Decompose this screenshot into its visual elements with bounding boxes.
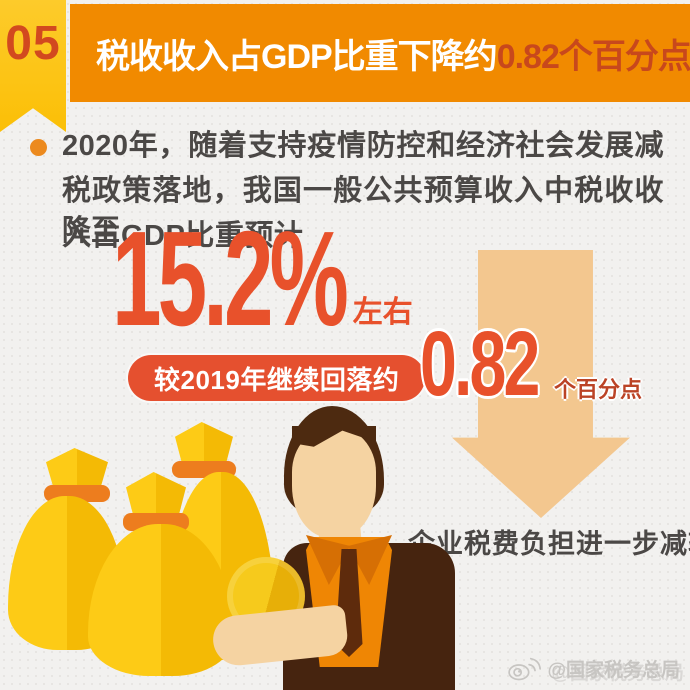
conclusion-text: 企业税费负担进一步减轻 bbox=[408, 529, 690, 559]
comparison-value: 0.82 bbox=[420, 313, 540, 415]
weibo-icon bbox=[508, 657, 542, 681]
headline-value-suffix: 左右 bbox=[352, 295, 413, 329]
comparison-badge: 较2019年继续回落约 bbox=[128, 355, 426, 401]
comparison-unit: 个百分点 bbox=[554, 377, 643, 402]
intro-paragraph-tail: 降至 bbox=[62, 215, 121, 247]
intro-paragraph: 2020年，随着支持疫情防控和经济社会发展减税政策落地，我国一般公共预算收入中税… bbox=[62, 130, 664, 252]
bullet-dot-icon bbox=[30, 139, 47, 156]
headline-value-group: 15.2% 左右 bbox=[112, 203, 413, 354]
page-title-highlight: 0.82个百分点 bbox=[496, 37, 690, 76]
money-bag-body bbox=[88, 524, 234, 676]
watermark: @国家税务总局 bbox=[507, 654, 680, 682]
section-number-ribbon: 05 bbox=[0, 0, 66, 132]
comparison-badge-label: 较2019年继续回落约 bbox=[154, 364, 400, 395]
headline-value: 15.2% bbox=[112, 203, 349, 354]
page-title: 税收收入占GDP比重下降约 bbox=[96, 37, 498, 76]
businessman-icon bbox=[210, 403, 460, 690]
watermark-text: @国家税务总局 bbox=[547, 659, 680, 681]
header-bar: 税收收入占GDP比重下降约 0.82个百分点 bbox=[70, 4, 690, 102]
money-bag-icon bbox=[88, 472, 234, 676]
section-number: 05 bbox=[5, 17, 61, 70]
